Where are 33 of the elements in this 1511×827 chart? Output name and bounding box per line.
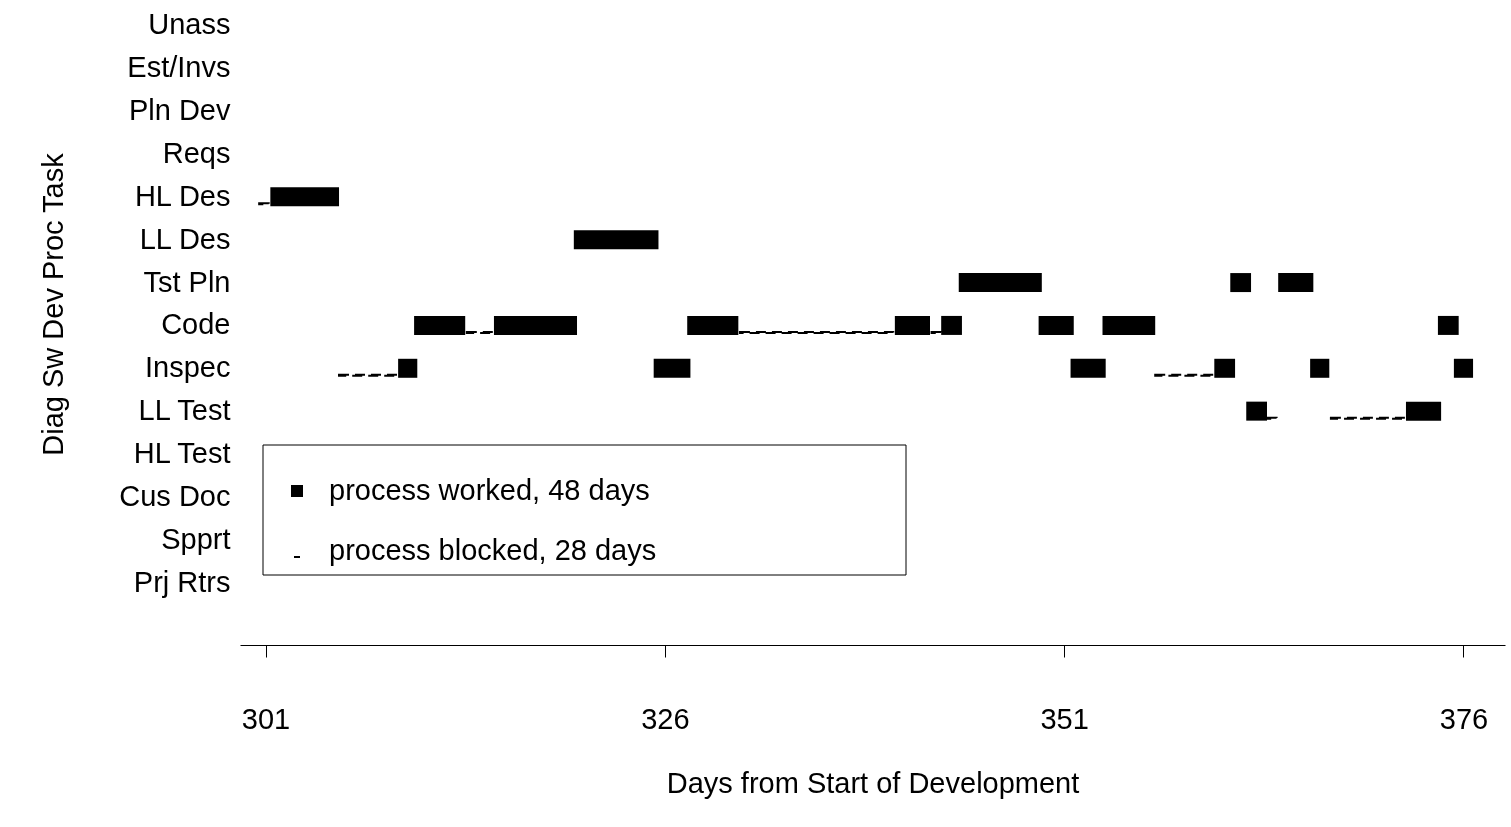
bar — [958, 273, 1042, 293]
y-tick-label: Inspec — [145, 351, 231, 384]
y-tick-label: Reqs — [162, 137, 231, 169]
y-tick-label: LL Des — [139, 222, 231, 255]
bar — [1278, 273, 1314, 293]
y-tick-label: Cus Doc — [119, 479, 231, 512]
y-tick-label: Est/Invs — [127, 51, 231, 84]
bar — [1038, 315, 1074, 335]
y-tick-label: Spprt — [161, 522, 231, 555]
y-axis-title: Diag Sw Dev Proc Task — [37, 152, 70, 456]
y-tick-label: Pln Dev — [128, 94, 231, 127]
x-tick-label: 351 — [1040, 702, 1089, 735]
y-tick-label: HL Test — [133, 437, 231, 469]
y-tick-label: Code — [161, 308, 231, 341]
bar — [1453, 358, 1474, 378]
x-tick-label: 376 — [1439, 702, 1489, 735]
y-tick-label: HL Des — [134, 179, 231, 212]
bar — [1230, 273, 1252, 293]
y-tick-label: LL Test — [138, 394, 231, 427]
bar — [1437, 315, 1459, 335]
legend-label: process worked, 48 days — [329, 474, 650, 506]
legend-label: process blocked, 28 days — [329, 534, 657, 566]
y-tick-label: Tst Pln — [143, 265, 231, 298]
bar — [573, 230, 659, 250]
bar — [1070, 358, 1106, 378]
bar — [653, 358, 691, 378]
bar — [1102, 315, 1156, 335]
y-tick-label: Unass — [148, 8, 231, 41]
x-tick-label: 301 — [241, 702, 291, 735]
x-axis-title: Days from Start of Development — [666, 766, 1080, 799]
x-tick-label: 326 — [641, 702, 690, 735]
bar — [1310, 358, 1330, 378]
y-tick-label: Prj Rtrs — [133, 565, 231, 598]
